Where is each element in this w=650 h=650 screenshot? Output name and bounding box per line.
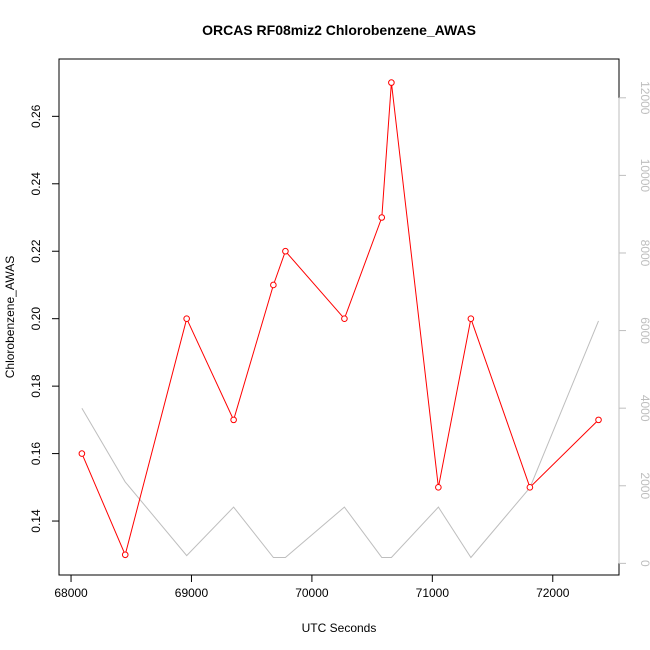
y-axis-left: 0.14 0.16 0.18 0.20 0.22 0.24 0.26 [29,104,60,533]
x-axis-label: UTC Seconds [302,621,377,635]
y-tick-label: 0.26 [29,104,43,128]
data-point [526,484,534,491]
y2-tick-label: 6000 [638,317,650,344]
y-tick-label: 0.24 [29,172,43,196]
y-tick-label: 0.14 [29,509,43,533]
series-line-right [81,320,599,559]
data-point [341,315,348,322]
data-point [230,416,237,424]
data-point [282,247,289,255]
y-axis-right: 0 2000 4000 6000 8000 10000 12000 [618,81,650,567]
series-layer [78,79,602,559]
y2-tick-label: 0 [638,560,650,567]
x-tick-label: 70000 [295,586,329,600]
y2-tick-label: 4000 [638,395,650,422]
x-tick-label: 71000 [416,586,450,600]
plot-frame [58,58,620,576]
x-tick-label: 69000 [175,586,209,600]
data-point [121,551,129,559]
data-point [270,281,277,289]
x-tick-label: 72000 [536,586,570,600]
y2-tick-label: 10000 [638,159,650,193]
y2-tick-label: 8000 [638,240,650,267]
data-point [595,416,602,424]
x-axis: 68000 69000 70000 71000 72000 [54,574,570,600]
y-tick-label: 0.18 [29,374,43,398]
chart-title: ORCAS RF08miz2 Chlorobenzene_AWAS [202,22,476,38]
data-point [467,315,475,322]
data-point [378,214,386,221]
series-line-left [81,82,599,557]
y2-tick-label: 2000 [638,472,650,499]
data-point [435,484,442,491]
y2-tick-label: 12000 [638,81,650,115]
data-point [78,450,86,457]
x-tick-label: 68000 [54,586,88,600]
y-tick-label: 0.22 [29,239,43,263]
y-tick-label: 0.16 [29,442,43,466]
data-point [183,315,190,322]
data-point [388,79,395,86]
y-tick-label: 0.20 [29,307,43,331]
y-axis-label: Chlorobenzene_AWAS [3,256,17,379]
